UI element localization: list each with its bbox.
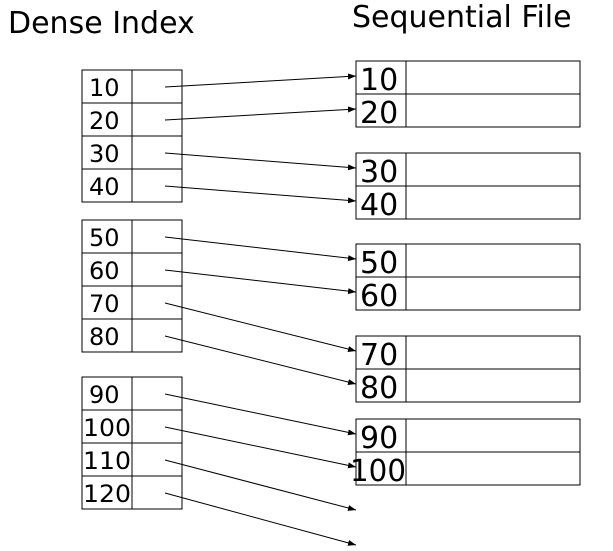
index-key-label: 40 — [89, 173, 120, 201]
record-key-label: 40 — [360, 188, 398, 223]
index-pointer-cell — [131, 135, 183, 170]
record-key-cell — [355, 276, 407, 311]
record-data-cell — [405, 152, 581, 187]
index-pointer-cell — [131, 475, 183, 510]
index-key-cell — [81, 252, 133, 287]
record-data-cell — [405, 451, 581, 486]
pointer-arrow — [164, 393, 357, 436]
index-pointer-cell — [131, 409, 183, 444]
index-pointer-cell — [131, 252, 183, 287]
record-key-cell — [355, 185, 407, 220]
index-pointer-cell — [131, 318, 183, 353]
index-block: 50 60 70 80 — [81, 219, 183, 353]
pointer-arrow — [164, 106, 357, 121]
record-key-label: 60 — [360, 279, 398, 314]
record-data-cell — [405, 335, 581, 370]
record-data-cell — [405, 60, 581, 95]
pointer-arrow — [164, 426, 357, 469]
index-key-cell — [81, 69, 133, 104]
index-pointer-cell — [131, 376, 183, 411]
index-key-label: 100 — [83, 414, 131, 442]
index-blocks: 10 20 30 40 50 60 70 80 90 100 110 120 — [81, 69, 183, 510]
index-key-label: 10 — [89, 74, 120, 102]
record-key-cell — [355, 243, 407, 278]
record-key-label: 50 — [360, 246, 398, 281]
record-key-cell — [355, 93, 407, 128]
pointer-arrow — [164, 185, 357, 204]
index-block: 10 20 30 40 — [81, 69, 183, 203]
index-key-label: 20 — [89, 107, 120, 135]
sequential-file-title: Sequential File — [352, 0, 572, 35]
index-key-cell — [81, 318, 133, 353]
record-data-cell — [405, 93, 581, 128]
pointer-arrow — [164, 335, 357, 385]
record-key-cell — [355, 368, 407, 403]
record-data-cell — [405, 368, 581, 403]
index-pointer-cell — [131, 168, 183, 203]
index-pointer-cell — [131, 285, 183, 320]
pointer-arrow — [164, 492, 357, 546]
record-key-label: 70 — [360, 338, 398, 373]
record-key-cell — [355, 152, 407, 187]
pointer-arrow — [164, 269, 357, 295]
pointer-arrow — [164, 459, 357, 511]
index-key-cell — [81, 475, 133, 510]
index-key-label: 110 — [83, 447, 131, 475]
index-pointer-cell — [131, 219, 183, 254]
pointer-arrow — [164, 73, 357, 88]
index-pointer-cell — [131, 442, 183, 477]
record-key-label: 90 — [360, 421, 398, 456]
index-key-label: 70 — [89, 290, 120, 318]
index-key-label: 50 — [89, 224, 120, 252]
dense-index-title: Dense Index — [8, 6, 195, 41]
record-data-cell — [405, 243, 581, 278]
record-key-label: 80 — [360, 371, 398, 406]
pointer-arrows — [164, 73, 357, 546]
record-key-label: 30 — [360, 155, 398, 190]
index-key-label: 30 — [89, 140, 120, 168]
record-key-label: 10 — [360, 63, 398, 98]
index-key-label: 60 — [89, 257, 120, 285]
index-key-cell — [81, 409, 133, 444]
record-data-cell — [405, 185, 581, 220]
index-key-label: 120 — [83, 480, 131, 508]
pointer-arrow — [164, 302, 357, 352]
record-key-cell — [355, 418, 407, 453]
index-key-label: 90 — [89, 381, 120, 409]
record-key-cell — [355, 335, 407, 370]
record-key-label: 100 — [350, 454, 406, 489]
index-key-cell — [81, 168, 133, 203]
record-data-cell — [405, 276, 581, 311]
record-data-cell — [405, 418, 581, 453]
pointer-arrow — [164, 236, 357, 262]
pointer-arrow — [164, 152, 357, 171]
record-key-label: 20 — [360, 96, 398, 131]
index-block: 90 100 110 120 — [81, 376, 183, 510]
index-key-label: 80 — [89, 323, 120, 351]
